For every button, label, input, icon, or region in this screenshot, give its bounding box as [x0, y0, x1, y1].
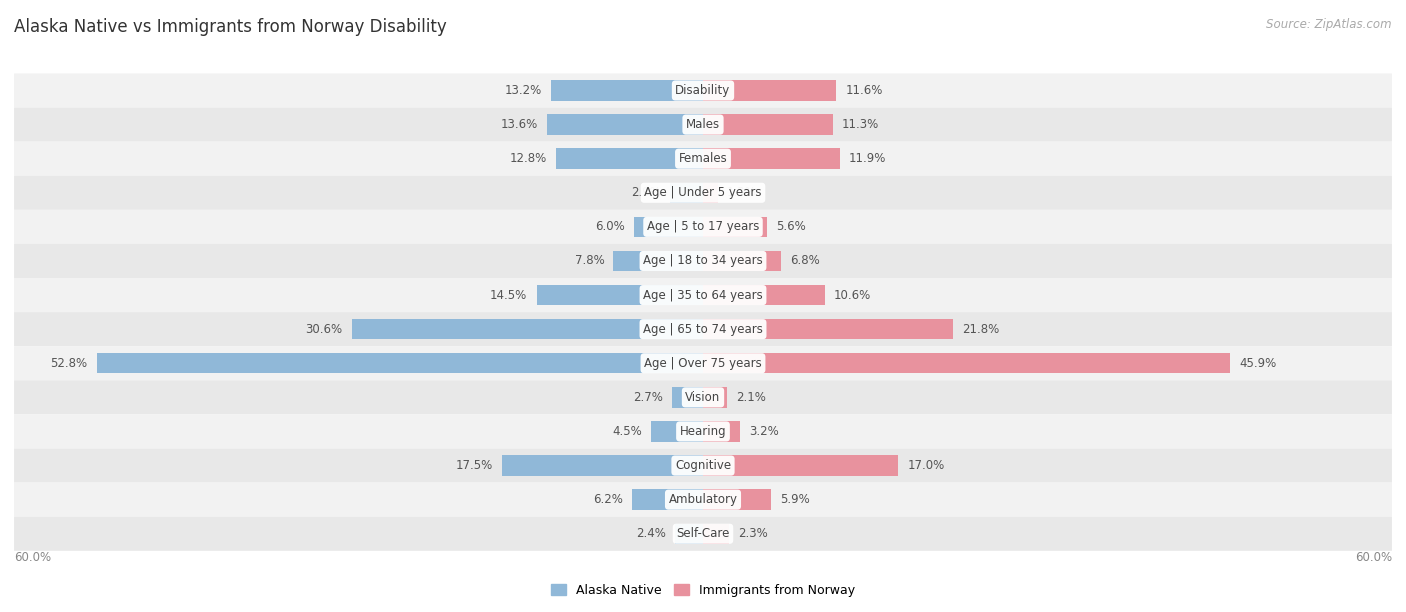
- Bar: [634, 217, 703, 237]
- Bar: [703, 251, 782, 271]
- FancyBboxPatch shape: [14, 414, 1392, 449]
- Text: 2.3%: 2.3%: [738, 528, 768, 540]
- Text: 12.8%: 12.8%: [509, 152, 547, 165]
- Text: 60.0%: 60.0%: [1355, 551, 1392, 564]
- Bar: [703, 114, 832, 135]
- Text: 11.9%: 11.9%: [849, 152, 886, 165]
- Bar: [703, 490, 770, 510]
- Text: Age | 18 to 34 years: Age | 18 to 34 years: [643, 255, 763, 267]
- Text: 2.4%: 2.4%: [637, 528, 666, 540]
- Text: 1.3%: 1.3%: [727, 186, 756, 200]
- Text: 60.0%: 60.0%: [14, 551, 51, 564]
- Text: 2.9%: 2.9%: [631, 186, 661, 200]
- FancyBboxPatch shape: [14, 176, 1392, 210]
- Text: Age | Under 5 years: Age | Under 5 years: [644, 186, 762, 200]
- Text: Source: ZipAtlas.com: Source: ZipAtlas.com: [1267, 18, 1392, 31]
- FancyBboxPatch shape: [14, 108, 1392, 141]
- FancyBboxPatch shape: [14, 517, 1392, 551]
- Text: 7.8%: 7.8%: [575, 255, 605, 267]
- Text: Self-Care: Self-Care: [676, 528, 730, 540]
- Bar: [555, 149, 703, 169]
- Text: Age | Over 75 years: Age | Over 75 years: [644, 357, 762, 370]
- Text: 14.5%: 14.5%: [491, 289, 527, 302]
- Text: 6.8%: 6.8%: [790, 255, 820, 267]
- Bar: [631, 490, 703, 510]
- Bar: [613, 251, 703, 271]
- Text: 17.0%: 17.0%: [907, 459, 945, 472]
- Bar: [703, 182, 718, 203]
- Text: 10.6%: 10.6%: [834, 289, 872, 302]
- Text: Age | 5 to 17 years: Age | 5 to 17 years: [647, 220, 759, 233]
- Text: 13.6%: 13.6%: [501, 118, 537, 131]
- Bar: [551, 80, 703, 101]
- Bar: [537, 285, 703, 305]
- Text: 4.5%: 4.5%: [613, 425, 643, 438]
- FancyBboxPatch shape: [14, 73, 1392, 108]
- Text: Age | 65 to 74 years: Age | 65 to 74 years: [643, 323, 763, 335]
- Bar: [703, 217, 768, 237]
- Bar: [547, 114, 703, 135]
- Bar: [703, 387, 727, 408]
- FancyBboxPatch shape: [14, 346, 1392, 380]
- Bar: [651, 421, 703, 442]
- Bar: [97, 353, 703, 373]
- Bar: [703, 149, 839, 169]
- Text: Disability: Disability: [675, 84, 731, 97]
- FancyBboxPatch shape: [14, 380, 1392, 414]
- Bar: [703, 353, 1230, 373]
- Bar: [703, 319, 953, 340]
- FancyBboxPatch shape: [14, 210, 1392, 244]
- FancyBboxPatch shape: [14, 141, 1392, 176]
- Bar: [703, 455, 898, 476]
- Text: Vision: Vision: [685, 391, 721, 404]
- Bar: [703, 80, 837, 101]
- Bar: [502, 455, 703, 476]
- Text: Males: Males: [686, 118, 720, 131]
- Bar: [703, 285, 825, 305]
- Text: 3.2%: 3.2%: [749, 425, 779, 438]
- Text: 2.1%: 2.1%: [737, 391, 766, 404]
- Bar: [669, 182, 703, 203]
- Text: 30.6%: 30.6%: [305, 323, 343, 335]
- Text: 17.5%: 17.5%: [456, 459, 494, 472]
- Text: 6.0%: 6.0%: [595, 220, 624, 233]
- FancyBboxPatch shape: [14, 483, 1392, 517]
- Text: 2.7%: 2.7%: [633, 391, 662, 404]
- Text: 52.8%: 52.8%: [51, 357, 87, 370]
- Bar: [352, 319, 703, 340]
- FancyBboxPatch shape: [14, 449, 1392, 483]
- FancyBboxPatch shape: [14, 244, 1392, 278]
- Text: Cognitive: Cognitive: [675, 459, 731, 472]
- Text: Hearing: Hearing: [679, 425, 727, 438]
- Text: 5.6%: 5.6%: [776, 220, 806, 233]
- Text: Females: Females: [679, 152, 727, 165]
- Text: 21.8%: 21.8%: [963, 323, 1000, 335]
- FancyBboxPatch shape: [14, 312, 1392, 346]
- Bar: [675, 523, 703, 544]
- Text: 13.2%: 13.2%: [505, 84, 543, 97]
- FancyBboxPatch shape: [14, 278, 1392, 312]
- Bar: [672, 387, 703, 408]
- Text: 5.9%: 5.9%: [780, 493, 810, 506]
- Text: Ambulatory: Ambulatory: [668, 493, 738, 506]
- Text: Age | 35 to 64 years: Age | 35 to 64 years: [643, 289, 763, 302]
- Text: 11.6%: 11.6%: [845, 84, 883, 97]
- Text: Alaska Native vs Immigrants from Norway Disability: Alaska Native vs Immigrants from Norway …: [14, 18, 447, 36]
- Text: 11.3%: 11.3%: [842, 118, 879, 131]
- Text: 6.2%: 6.2%: [593, 493, 623, 506]
- Bar: [703, 523, 730, 544]
- Text: 45.9%: 45.9%: [1239, 357, 1277, 370]
- Bar: [703, 421, 740, 442]
- Legend: Alaska Native, Immigrants from Norway: Alaska Native, Immigrants from Norway: [546, 579, 860, 602]
